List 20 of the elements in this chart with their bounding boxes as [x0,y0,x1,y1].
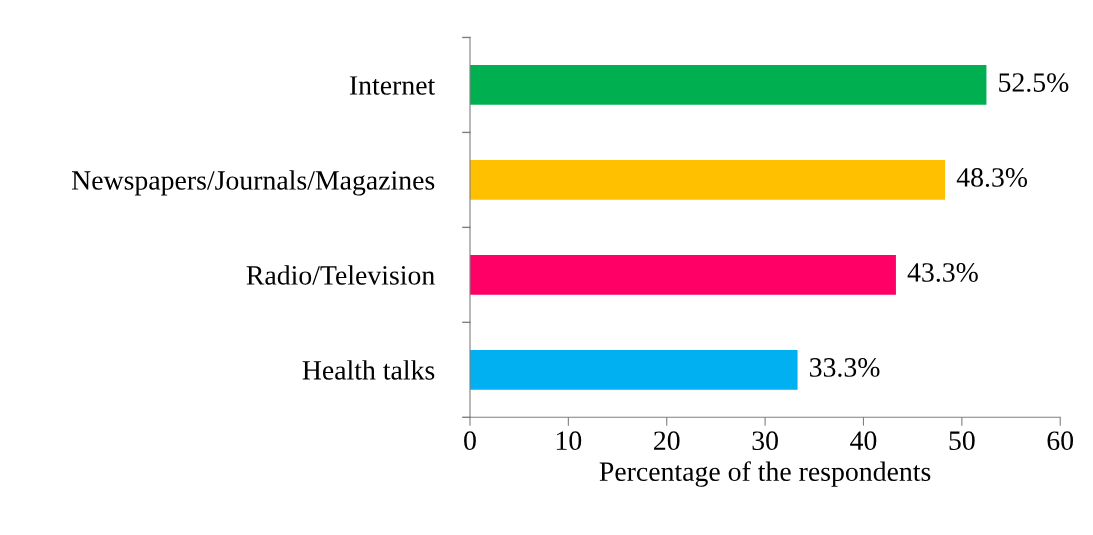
bar [469,159,946,200]
data-label: 48.3% [956,168,1028,187]
y-tick-label: Radio/Television [246,265,435,285]
bar [469,349,798,390]
x-tick-label: 0 [464,431,476,451]
y-tick-label: Internet [349,76,436,95]
bar [469,254,896,295]
bar [469,64,987,105]
x-axis-title: Percentage of the respondents [599,461,931,487]
data-label: 33.3% [810,358,880,377]
x-tick-label: 20 [654,431,680,451]
x-tick-label: 40 [850,431,877,451]
x-tick-label: 60 [1047,431,1074,451]
x-tick-label: 10 [556,431,582,451]
x-tick-label: 30 [752,431,778,451]
y-tick-label: Health talks [302,360,435,380]
data-label: 43.3% [907,263,978,282]
x-tick-label: 50 [949,431,975,451]
y-tick-label: Newspapers/Journals/Magazines [71,170,435,196]
data-label: 52.5% [999,73,1069,93]
